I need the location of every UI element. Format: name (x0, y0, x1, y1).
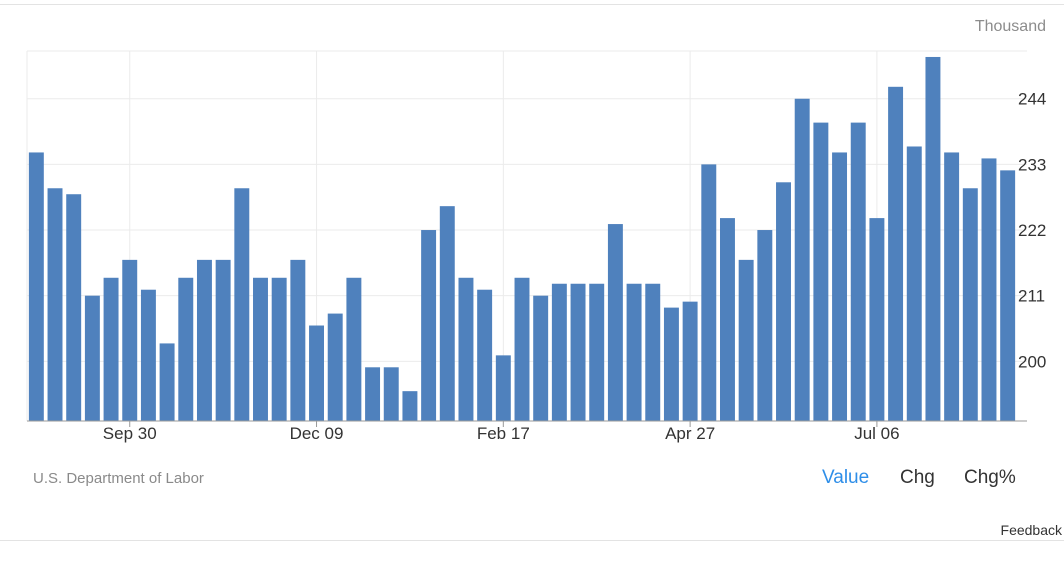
y-tick-label: 222 (1018, 221, 1046, 240)
y-tick-label: 233 (1018, 155, 1046, 174)
bar (607, 224, 623, 421)
feedback-link[interactable]: Feedback (1000, 522, 1062, 538)
bar (271, 277, 287, 421)
bar (309, 325, 324, 421)
source-label: U.S. Department of Labor (33, 470, 204, 487)
bar (682, 301, 698, 421)
bar (757, 230, 773, 421)
bar (794, 98, 810, 421)
bar (981, 158, 997, 421)
bar (253, 277, 268, 421)
view-tabs: Value Chg Chg% (0, 467, 1064, 491)
bar (888, 86, 904, 421)
bar (495, 355, 511, 421)
bar (477, 289, 493, 421)
bar-chart: 200 211 222 233 244 Sep 30 Dec 09 Feb 17 Apr 27 J… (26, 50, 1046, 443)
y-tick-label: 200 (1018, 352, 1046, 371)
bar (514, 277, 530, 421)
bar (720, 218, 735, 421)
bar (906, 146, 922, 421)
bar (626, 283, 642, 421)
bar (28, 152, 44, 422)
bar (850, 122, 866, 421)
x-tick-label: Apr 27 (665, 424, 715, 443)
bar (570, 283, 586, 421)
bar (103, 277, 119, 421)
tab-value[interactable]: Value (822, 467, 870, 488)
bar (738, 259, 754, 421)
bar (551, 283, 567, 421)
bar (383, 367, 399, 421)
bar (533, 295, 549, 421)
bar (215, 259, 231, 421)
bar (962, 188, 978, 421)
unit-label: Thousand (974, 18, 1046, 35)
bar (159, 343, 175, 421)
bar (421, 230, 437, 421)
bar (346, 277, 362, 421)
bar (122, 259, 138, 421)
bar (1000, 170, 1016, 421)
bar (290, 259, 306, 421)
bar (925, 56, 941, 421)
bar (327, 313, 343, 421)
bar (663, 307, 679, 421)
x-tick-label: Feb 17 (477, 424, 530, 443)
y-tick-label: 244 (1018, 90, 1046, 109)
bar (47, 188, 63, 421)
bar (776, 182, 791, 421)
x-tick-label: Dec 09 (290, 424, 344, 443)
bar (701, 164, 717, 422)
bar (645, 283, 661, 421)
bar (869, 218, 885, 421)
bar (196, 259, 212, 421)
bar (84, 295, 100, 421)
x-tick-label: Sep 30 (103, 424, 157, 443)
tab-chg[interactable]: Chg (900, 467, 935, 488)
bar (832, 152, 848, 422)
bar (234, 188, 250, 421)
bar (458, 277, 474, 421)
tab-chg-percent[interactable]: Chg% (964, 467, 1016, 488)
bar (944, 152, 960, 422)
bar (365, 367, 381, 421)
bar (66, 194, 82, 421)
bar (140, 289, 156, 421)
y-tick-label: 211 (1018, 287, 1045, 306)
bar (402, 391, 418, 421)
bar (589, 283, 605, 421)
x-tick-label: Jul 06 (854, 424, 899, 443)
chart-frame (0, 4, 1064, 541)
bar (439, 206, 455, 421)
bar (813, 122, 829, 421)
bar (178, 277, 194, 421)
